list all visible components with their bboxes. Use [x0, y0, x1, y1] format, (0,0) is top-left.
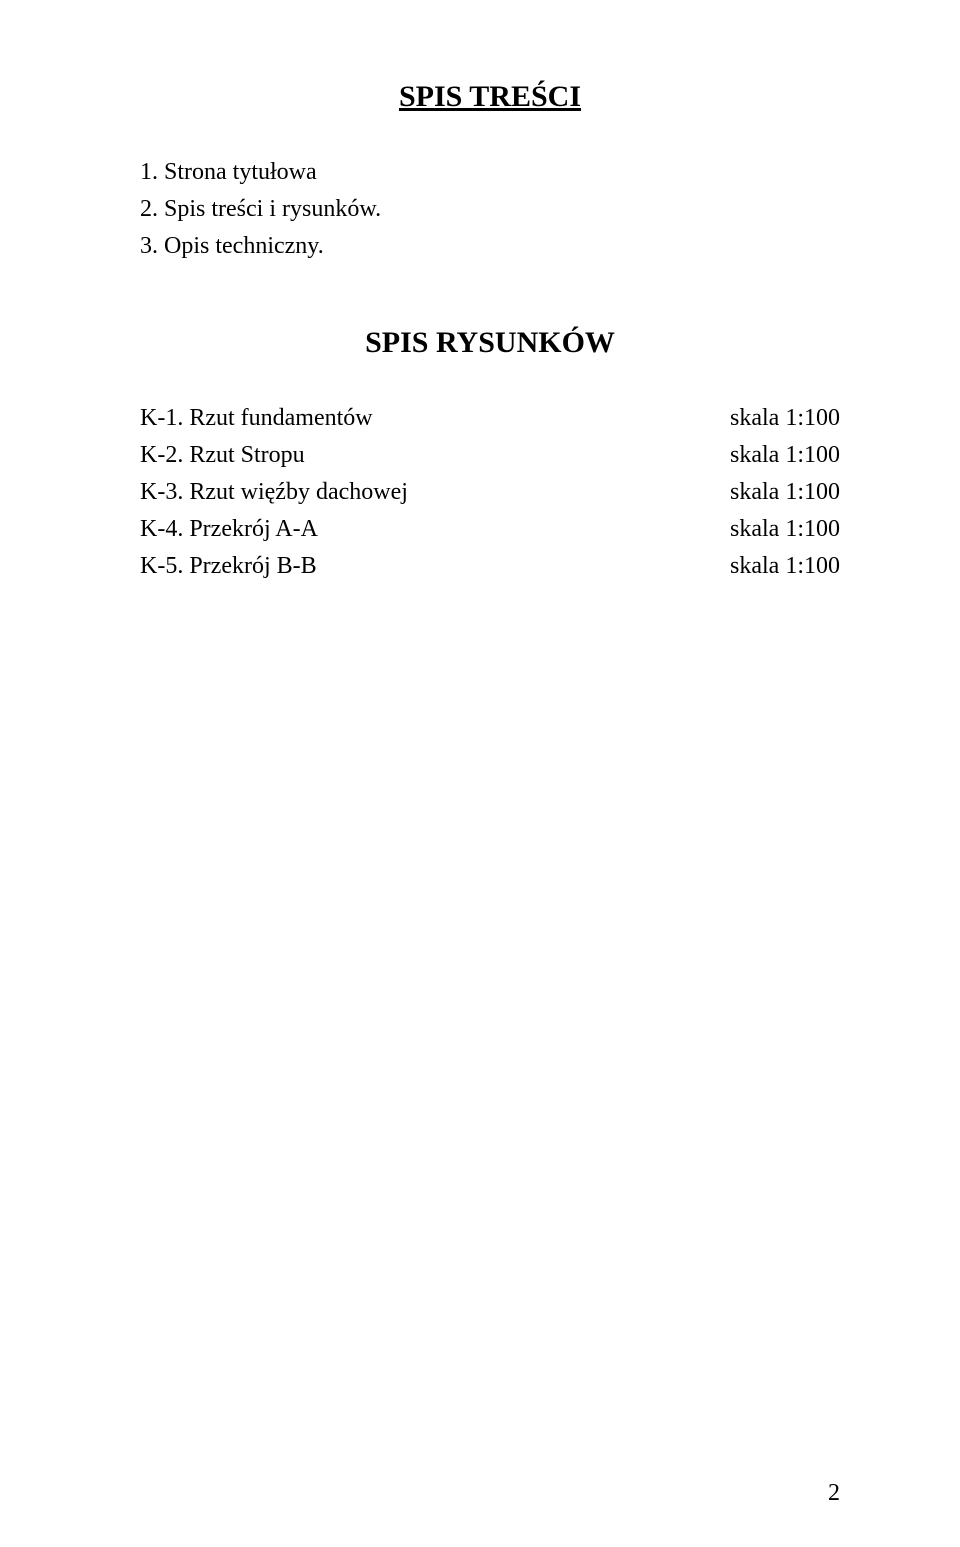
drawing-scale: skala 1:100	[730, 437, 840, 474]
page-title: SPIS TREŚCI	[140, 80, 840, 114]
drawings-row: K-5. Przekrój B-B skala 1:100	[140, 548, 840, 585]
toc-item: 3. Opis techniczny.	[140, 228, 840, 265]
drawings-row: K-3. Rzut więźby dachowej skala 1:100	[140, 474, 840, 511]
toc-item: 2. Spis treści i rysunków.	[140, 191, 840, 228]
drawing-scale: skala 1:100	[730, 511, 840, 548]
toc-item: 1. Strona tytułowa	[140, 154, 840, 191]
page-number: 2	[828, 1480, 840, 1507]
drawing-label: K-4. Przekrój A-A	[140, 511, 318, 548]
drawings-row: K-2. Rzut Stropu skala 1:100	[140, 437, 840, 474]
document-page: SPIS TREŚCI 1. Strona tytułowa 2. Spis t…	[0, 0, 960, 1547]
drawing-scale: skala 1:100	[730, 400, 840, 437]
drawings-title: SPIS RYSUNKÓW	[140, 326, 840, 360]
toc-list: 1. Strona tytułowa 2. Spis treści i rysu…	[140, 154, 840, 266]
drawings-row: K-1. Rzut fundamentów skala 1:100	[140, 400, 840, 437]
drawing-scale: skala 1:100	[730, 474, 840, 511]
drawing-label: K-3. Rzut więźby dachowej	[140, 474, 408, 511]
drawings-list: K-1. Rzut fundamentów skala 1:100 K-2. R…	[140, 400, 840, 586]
drawing-scale: skala 1:100	[730, 548, 840, 585]
drawing-label: K-1. Rzut fundamentów	[140, 400, 373, 437]
drawing-label: K-5. Przekrój B-B	[140, 548, 317, 585]
drawing-label: K-2. Rzut Stropu	[140, 437, 305, 474]
drawings-row: K-4. Przekrój A-A skala 1:100	[140, 511, 840, 548]
